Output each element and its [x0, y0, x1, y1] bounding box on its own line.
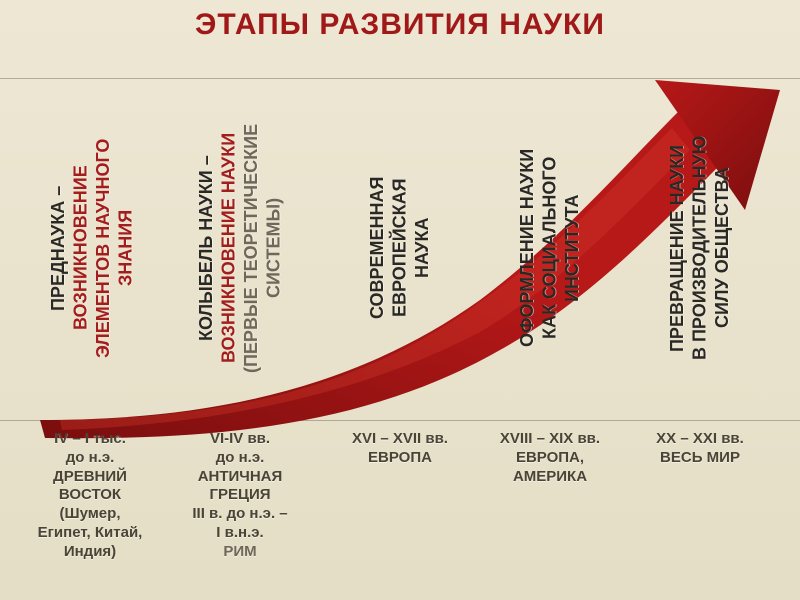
- timeline-line: XVIII – XIX вв.: [475, 430, 625, 449]
- stage-label-line: НАУКА: [411, 78, 434, 418]
- stage-label-0: ПРЕДНАУКА –ВОЗНИКНОВЕНИЕЭЛЕМЕНТОВ НАУЧНО…: [47, 78, 137, 418]
- timeline-line: ЕВРОПА: [325, 449, 475, 468]
- stage-label-line: ЗНАНИЯ: [115, 78, 138, 418]
- timeline-line: ВОСТОК: [15, 486, 165, 505]
- timeline-line: Индия): [15, 543, 165, 562]
- timeline-line: III в. до н.э. –: [165, 505, 315, 524]
- stage-label-2: СОВРЕМЕННАЯЕВРОПЕЙСКАЯНАУКА: [366, 78, 434, 418]
- timeline-block-1: VI-IV вв.до н.э.АНТИЧНАЯГРЕЦИЯIII в. до …: [165, 430, 315, 561]
- timeline-block-0: IV – I тыс.до н.э.ДРЕВНИЙВОСТОК(Шумер,Ег…: [15, 430, 165, 561]
- stage-label-line: В ПРОИЗВОДИТЕЛЬНУЮ: [689, 78, 712, 418]
- main-title: ЭТАПЫ РАЗВИТИЯ НАУКИ: [0, 8, 800, 42]
- stage-label-line: СОВРЕМЕННАЯ: [366, 78, 389, 418]
- timeline-line: XX – XXI вв.: [625, 430, 775, 449]
- timeline-line: (Шумер,: [15, 505, 165, 524]
- timeline-line: ДРЕВНИЙ: [15, 468, 165, 487]
- stage-label-4: ПРЕВРАЩЕНИЕ НАУКИВ ПРОИЗВОДИТЕЛЬНУЮСИЛУ …: [666, 78, 734, 418]
- timeline-block-4: XX – XXI вв.ВЕСЬ МИР: [625, 430, 775, 468]
- timeline-line: АНТИЧНАЯ: [165, 468, 315, 487]
- timeline-line: АМЕРИКА: [475, 468, 625, 487]
- timeline-line: РИМ: [165, 543, 315, 562]
- timeline-block-2: XVI – XVII вв.ЕВРОПА: [325, 430, 475, 468]
- separator-bottom: [0, 420, 800, 421]
- stage-label-3: ОФОРМЛЕНИЕ НАУКИКАК СОЦИАЛЬНОГОИНСТИТУТА: [516, 78, 584, 418]
- stage-label-line: ОФОРМЛЕНИЕ НАУКИ: [516, 78, 539, 418]
- timeline-line: до н.э.: [15, 449, 165, 468]
- timeline-line: VI-IV вв.: [165, 430, 315, 449]
- stage-label-line: СИЛУ ОБЩЕСТВА: [711, 78, 734, 418]
- timeline-line: Египет, Китай,: [15, 524, 165, 543]
- timeline-line: ЕВРОПА,: [475, 449, 625, 468]
- stage-label-1: КОЛЫБЕЛЬ НАУКИ –ВОЗНИКНОВЕНИЕ НАУКИ(ПЕРВ…: [195, 78, 285, 418]
- stage-label-line: ЭЛЕМЕНТОВ НАУЧНОГО: [92, 78, 115, 418]
- timeline-line: до н.э.: [165, 449, 315, 468]
- stage-label-line: ИНСТИТУТА: [561, 78, 584, 418]
- stage-label-line: ВОЗНИКНОВЕНИЕ: [70, 78, 93, 418]
- timeline-block-3: XVIII – XIX вв.ЕВРОПА,АМЕРИКА: [475, 430, 625, 486]
- timeline-line: XVI – XVII вв.: [325, 430, 475, 449]
- timeline-line: ВЕСЬ МИР: [625, 449, 775, 468]
- timeline-line: I в.н.э.: [165, 524, 315, 543]
- timeline-line: ГРЕЦИЯ: [165, 486, 315, 505]
- stage-label-line: КАК СОЦИАЛЬНОГО: [539, 78, 562, 418]
- stage-label-line: ПРЕВРАЩЕНИЕ НАУКИ: [666, 78, 689, 418]
- stage-label-line: (ПЕРВЫЕ ТЕОРЕТИЧЕСКИЕ: [240, 78, 263, 418]
- timeline-line: IV – I тыс.: [15, 430, 165, 449]
- stage-label-line: ЕВРОПЕЙСКАЯ: [389, 78, 412, 418]
- stage-label-line: СИСТЕМЫ): [263, 78, 286, 418]
- stage-label-line: ВОЗНИКНОВЕНИЕ НАУКИ: [218, 78, 241, 418]
- stage-label-line: ПРЕДНАУКА –: [47, 78, 70, 418]
- stage-label-line: КОЛЫБЕЛЬ НАУКИ –: [195, 78, 218, 418]
